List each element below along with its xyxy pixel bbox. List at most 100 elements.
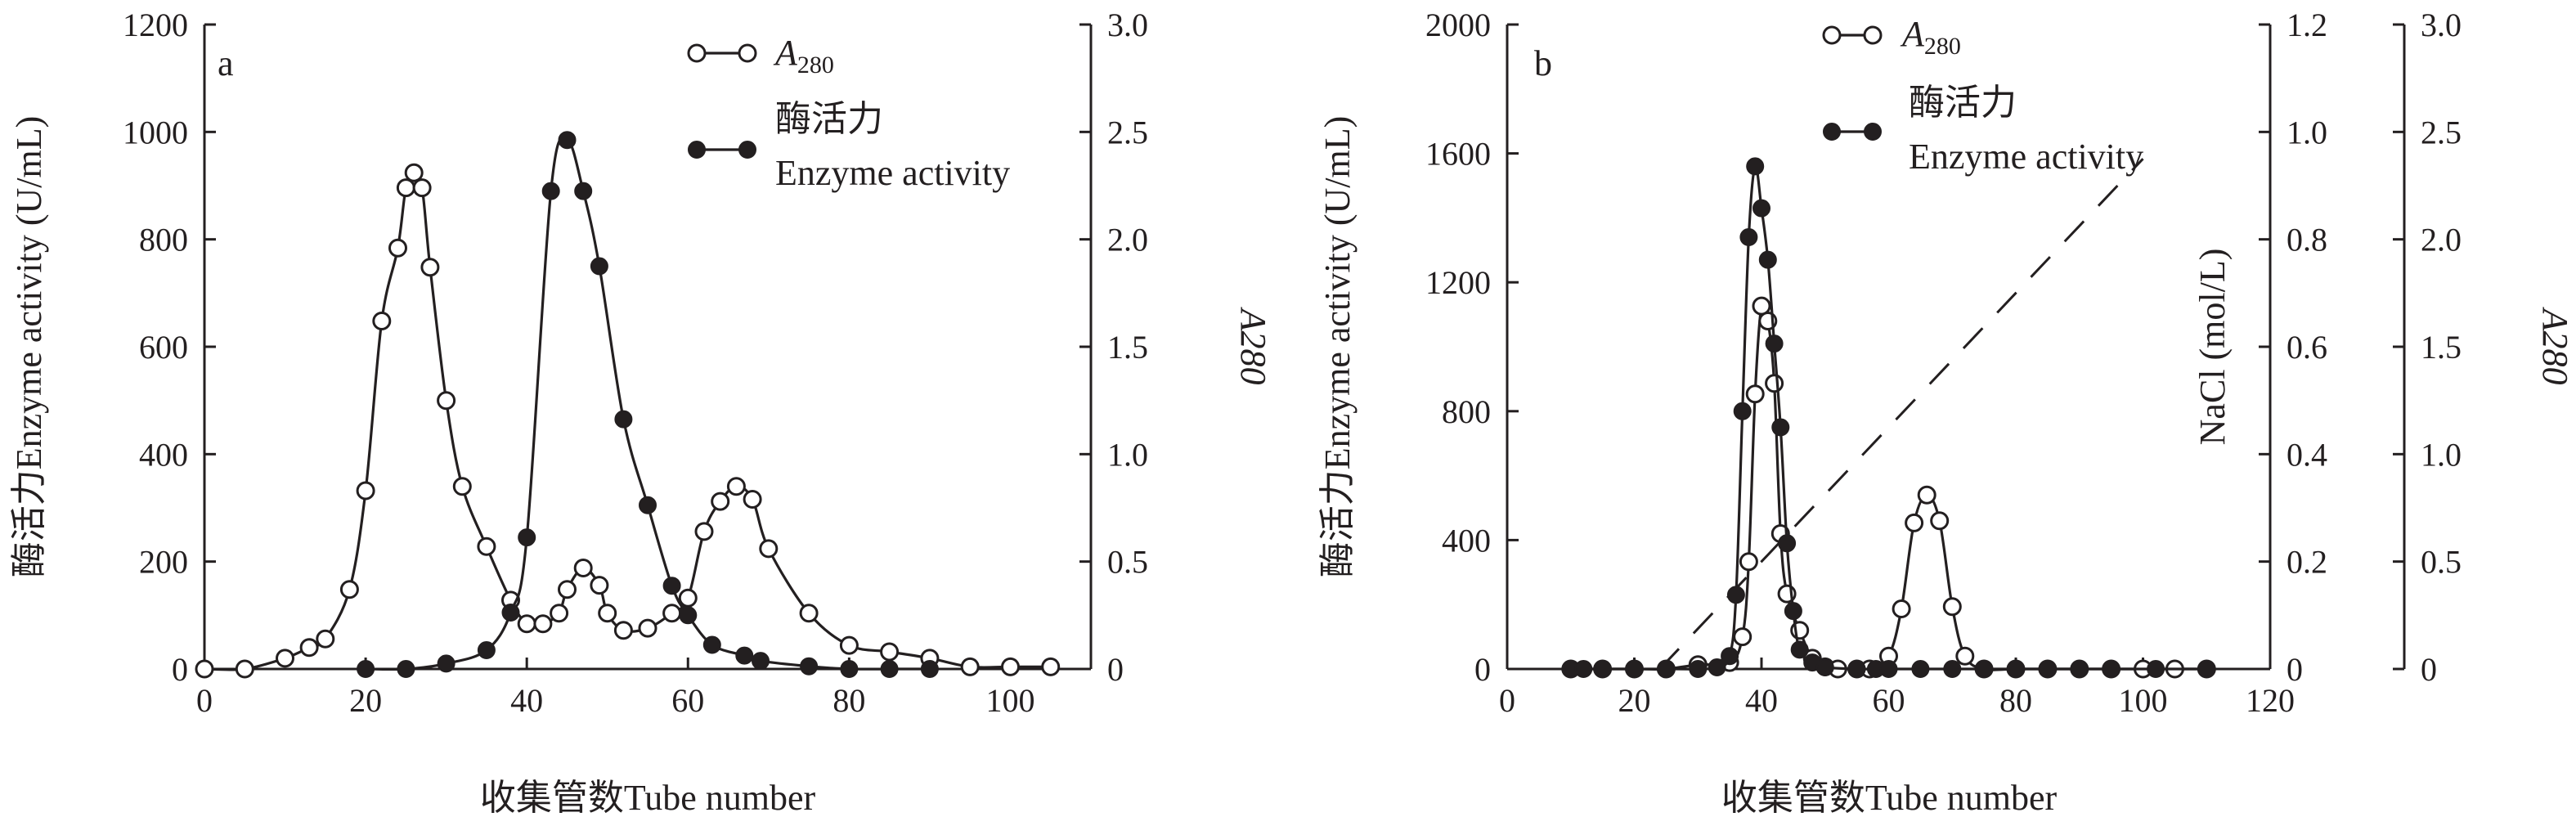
panel-b-a280-point (1942, 597, 1962, 617)
panel-b-enzyme-point (1733, 402, 1752, 420)
panel-a-a280-point (452, 477, 472, 496)
panel-b-x-tick-label: 80 (1999, 682, 2032, 719)
panel-b-mid-y-tick-label: 0 (2287, 651, 2303, 688)
panel-b-left-y-tick-label: 2000 (1425, 7, 1491, 43)
panel-a-enzyme-point (397, 660, 415, 678)
panel-b-mid-y-axis-label: NaCl (mol/L) (2192, 249, 2233, 446)
panel-a-x-ticks: 0 20 40 60 80 100 (196, 658, 1034, 719)
panel-a-legend-a280: A280 (687, 33, 834, 79)
panel-b-left-y-ticks: 0 400 800 1200 1600 2000 (1425, 7, 1519, 688)
panel-b-enzyme-point (1689, 660, 1708, 678)
panel-a-a280-point (1041, 657, 1061, 676)
panel-a-left-y-tick-label: 600 (139, 329, 188, 366)
panel-a-enzyme-point (920, 660, 939, 678)
panel-b-a280-point (1930, 511, 1950, 531)
panel-a-a280-point (694, 522, 714, 541)
panel-a-enzyme-point (590, 257, 608, 276)
panel-b-enzyme-point (1625, 660, 1644, 678)
panel-b-enzyme-point (2197, 660, 2216, 678)
panel-b-a280-point (1955, 646, 1975, 666)
panel-a-a280-point (711, 492, 730, 511)
panel-a-a280-point (316, 629, 335, 649)
panel-a-left-y-tick-label: 800 (139, 222, 188, 258)
panel-b-enzyme-point (1879, 660, 1898, 678)
chart-panel-a: 0 20 40 60 80 100 0 200 400 600 800 1000 1200 0 0.5 1… (9, 7, 1273, 818)
panel-b-x-tick-label: 40 (1745, 682, 1778, 719)
panel-a-a280-point (662, 604, 682, 623)
panel-b-enzyme-point (1708, 658, 1726, 676)
panel-a-enzyme-point (574, 182, 593, 200)
panel-b-left-y-tick-label: 400 (1442, 522, 1491, 559)
panel-a-right-y-tick-label: 1.0 (1107, 436, 1148, 473)
panel-a-a280-point (573, 559, 593, 577)
panel-b-enzyme-point (1975, 660, 1994, 678)
panel-a-a280-point (638, 618, 657, 638)
panel-a-left-y-tick-label: 0 (172, 651, 188, 688)
panel-a-enzyme-point (702, 635, 721, 654)
panel-a-a280-point (613, 621, 633, 640)
panel-b-right-y-tick-label: 0.5 (2421, 544, 2462, 581)
panel-b-left-y-tick-label: 1600 (1425, 136, 1491, 173)
panel-b-enzyme-point (1790, 640, 1809, 659)
panel-a-a280-point (517, 614, 536, 634)
panel-b-x-tick-label: 0 (1499, 682, 1515, 719)
panel-a-a280-point (437, 391, 456, 411)
panel-b-mid-y-ticks: 0 0.2 0.4 0.6 0.8 1.0 1.2 (2259, 7, 2327, 688)
panel-b-enzyme-point (1847, 660, 1866, 678)
panel-a-legend-enzyme: 酶活力 Enzyme activity (688, 99, 1010, 193)
panel-b-x-axis-label: 收集管数Tube number (1721, 778, 2058, 818)
panel-b-mid-y-tick-label: 0.6 (2287, 329, 2327, 366)
panel-a-a280-point (880, 642, 900, 662)
panel-a-left-y-tick-label: 400 (139, 436, 188, 473)
panel-a-right-y-tick-label: 0 (1107, 651, 1124, 688)
panel-b-left-y-tick-label: 0 (1474, 651, 1491, 688)
panel-a-right-y-tick-label: 1.5 (1107, 329, 1148, 366)
panel-a-left-y-axis-label: 酶活力Enzyme activity (U/mL) (9, 116, 49, 578)
panel-b-a280-line (1570, 299, 2207, 671)
panel-a-legend-a280-text: A280 (773, 33, 834, 79)
panel-b-right-y-axis-label: A280 (2535, 307, 2575, 385)
panel-a-a280-point (195, 659, 214, 679)
panel-a-enzyme-point (679, 606, 698, 625)
panel-a-a280-point (420, 258, 440, 277)
panel-a-enzyme-point (501, 604, 520, 622)
panel-b-enzyme-point (1911, 660, 1930, 678)
panel-a-right-y-tick-label: 3.0 (1107, 7, 1148, 43)
panel-a-a280-point (404, 163, 424, 182)
panel-b-right-y-tick-label: 1.0 (2421, 436, 2462, 473)
panel-b-enzyme-point (1765, 334, 1784, 353)
panel-b-right-y-tick-label: 1.5 (2421, 329, 2462, 366)
panel-a-enzyme-point (662, 577, 681, 595)
panel-b-mid-y-tick-label: 0.2 (2287, 544, 2327, 581)
panel-a-a280-point (598, 604, 617, 623)
panel-a-enzyme-point (541, 182, 560, 200)
panel-a-enzyme-point (477, 641, 496, 659)
panel-a-a280-point (235, 659, 254, 679)
panel-a-enzyme-point (437, 654, 456, 673)
panel-b-legend-a280-text: A280 (1900, 14, 1961, 60)
panel-a-a280-point (1001, 657, 1020, 676)
panel-b-right-y-ticks: 0 0.5 1.0 1.5 2.0 2.5 3.0 (2393, 7, 2462, 688)
panel-b-enzyme-point (1574, 660, 1593, 678)
panel-b-nacl-line (1658, 158, 2144, 671)
panel-b-x-tick-label: 60 (1873, 682, 1905, 719)
panel-a-a280-point (388, 238, 407, 258)
panel-a-enzyme-point (357, 660, 375, 678)
panel-b-enzyme-point (2102, 660, 2120, 678)
panel-b-label: b (1534, 43, 1552, 83)
panel-b-enzyme-line (1570, 164, 2207, 671)
panel-a-left-y-ticks: 0 200 400 600 800 1000 1200 (123, 7, 216, 688)
panel-a-x-tick-label: 0 (196, 682, 213, 719)
panel-a-a280-point (960, 657, 980, 676)
panel-a-right-y-ticks: 0 0.5 1.0 1.5 2.0 2.5 3.0 (1079, 7, 1148, 688)
panel-a-a280-point (356, 481, 375, 501)
panel-b-enzyme-point (1778, 534, 1797, 553)
panel-a-a280-point (339, 580, 359, 599)
panel-b-enzyme-point (1784, 602, 1802, 621)
panel-a-left-y-tick-label: 1200 (123, 7, 188, 43)
panel-b-mid-y-tick-label: 0.8 (2287, 222, 2327, 258)
panel-a-a280-point (678, 588, 698, 608)
panel-b-left-y-tick-label: 1200 (1425, 264, 1491, 301)
panel-b-enzyme-point (1657, 660, 1676, 678)
panel-b-left-y-axis-label: 酶活力Enzyme activity (U/mL) (1317, 116, 1358, 578)
